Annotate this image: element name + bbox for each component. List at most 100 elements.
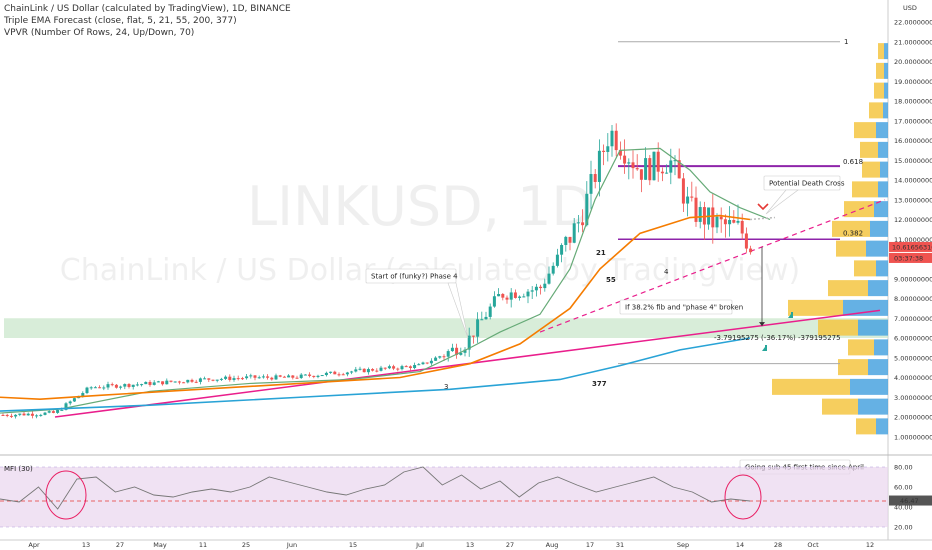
- candle-body: [207, 378, 211, 380]
- candle-body: [681, 178, 685, 204]
- volume-profile-down-bar: [874, 82, 884, 99]
- date-tick-label: 27: [506, 541, 514, 549]
- candle-body: [366, 369, 370, 373]
- candle-body: [56, 409, 60, 413]
- phase4-note-box: [365, 268, 457, 284]
- candle-body: [379, 367, 383, 371]
- candle-body: [492, 296, 496, 307]
- volume-profile-down-bar: [862, 161, 880, 178]
- candle-body: [459, 352, 463, 355]
- candle-body: [203, 378, 207, 380]
- volume-profile-up-bar: [876, 122, 888, 139]
- price-tick-label: 19.00000000: [894, 78, 932, 86]
- broken-note-box: [619, 299, 733, 315]
- mfi-tick-label: 60.00: [894, 484, 913, 492]
- volume-profile-down-bar: [854, 122, 876, 139]
- volume-profile-up-bar: [876, 418, 888, 435]
- candle-body: [677, 160, 681, 179]
- price-tick-label: 20.00000000: [894, 58, 932, 66]
- volume-profile-up-bar: [843, 299, 888, 316]
- candle-body: [665, 172, 669, 174]
- mfi-tick-label: 80.00: [894, 464, 913, 472]
- price-tick-label: 14.00000000: [894, 177, 932, 185]
- mfi-highlight-circle: [45, 470, 87, 520]
- axis-currency-label: USD: [903, 4, 917, 12]
- candle-body: [211, 379, 215, 381]
- candle-body: [501, 294, 505, 298]
- volume-profile-up-bar: [884, 62, 888, 79]
- candle-body: [26, 413, 30, 416]
- volume-profile-up-bar: [884, 43, 888, 60]
- candle-body: [711, 207, 715, 228]
- thumb-icon: [788, 312, 793, 318]
- fib-382-label: 0.382: [843, 229, 863, 237]
- candle-body: [190, 379, 194, 382]
- candle-body: [610, 130, 614, 147]
- candle-body: [144, 381, 148, 385]
- price-tick-label: 11.00000000: [894, 236, 932, 244]
- candle-body: [219, 378, 223, 380]
- candle-body: [345, 372, 349, 375]
- down-chevron: [757, 203, 769, 211]
- candle-body: [383, 367, 387, 369]
- thumb-icon: [762, 345, 767, 351]
- date-tick-label: 12: [866, 541, 874, 549]
- candle-body: [350, 371, 354, 373]
- volume-profile-down-bar: [856, 418, 876, 435]
- price-tick-label: 16.00000000: [894, 137, 932, 145]
- mfi-line: [0, 466, 751, 510]
- candle-body: [156, 381, 160, 383]
- candle-body: [320, 375, 324, 377]
- candle-body: [93, 387, 97, 389]
- candle-body: [669, 160, 673, 173]
- candle-body: [371, 369, 375, 371]
- price-tick-label: 18.00000000: [894, 98, 932, 106]
- candle-body: [169, 380, 173, 382]
- candle-body: [299, 374, 303, 378]
- measure-arrow: [759, 322, 765, 327]
- price-tick-label: 21.00000000: [894, 38, 932, 46]
- date-tick-label: 11: [199, 541, 207, 549]
- candle-body: [182, 382, 186, 384]
- death-cross-note: Potential Death Cross: [769, 180, 845, 188]
- support-zone: [4, 318, 888, 338]
- candle-body: [593, 174, 597, 182]
- date-tick-label: Oct: [807, 541, 819, 549]
- candle-body: [446, 351, 450, 357]
- candle-body: [140, 384, 144, 386]
- candle-body: [135, 384, 139, 386]
- candle-body: [505, 297, 509, 300]
- candle-body: [560, 244, 564, 255]
- candle-body: [614, 130, 618, 151]
- candle-body: [303, 374, 307, 376]
- date-tick-label: 27: [116, 541, 124, 549]
- date-tick-label: 15: [349, 541, 357, 549]
- candle-body: [463, 349, 467, 353]
- candle-body: [438, 356, 442, 358]
- volume-profile-up-bar: [870, 220, 888, 237]
- volume-profile-down-bar: [788, 299, 843, 316]
- candle-body: [526, 291, 530, 297]
- volume-profile-up-bar: [858, 319, 888, 336]
- price-tick-label: 7.00000000: [894, 315, 932, 323]
- candle-body: [547, 273, 551, 284]
- candle-body: [270, 377, 274, 380]
- candle-body: [396, 368, 400, 370]
- volume-profile-up-bar: [868, 359, 888, 376]
- mfi-current-badge: [889, 495, 932, 506]
- candle-body: [740, 220, 744, 234]
- candle-body: [602, 150, 606, 152]
- ema377-line: [0, 337, 751, 412]
- price-tick-label: 12.00000000: [894, 216, 932, 224]
- candle-body: [656, 151, 660, 172]
- candle-body: [173, 381, 177, 383]
- candle-body: [543, 283, 547, 289]
- date-tick-label: 13: [466, 541, 474, 549]
- date-tick-label: Apr: [28, 541, 40, 549]
- fib-1-label: 1: [844, 38, 848, 46]
- date-tick-label: 13: [82, 541, 90, 549]
- price-tick-label: 9.00000000: [894, 275, 932, 283]
- candle-body: [631, 162, 635, 169]
